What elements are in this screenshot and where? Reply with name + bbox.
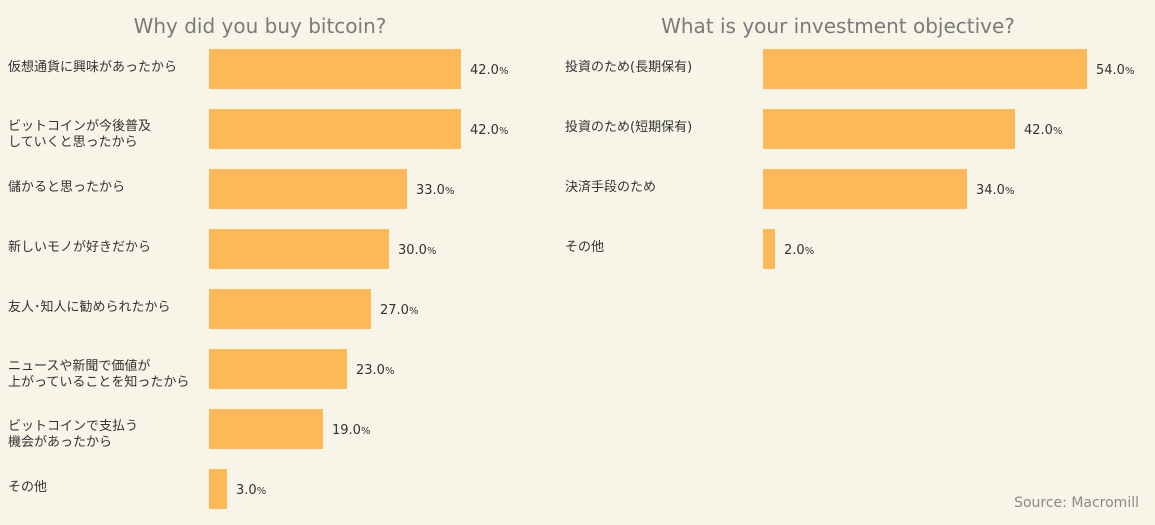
data-label: 19.0% bbox=[332, 423, 371, 438]
data-label: 27.0% bbox=[380, 303, 419, 318]
category-label: 儲かると思ったから bbox=[8, 180, 126, 195]
source-note: Source: Macromill bbox=[1014, 495, 1139, 511]
bar bbox=[209, 469, 227, 509]
bar bbox=[209, 169, 407, 209]
bar bbox=[209, 289, 371, 329]
category-label: 投資のため(短期保有) bbox=[565, 120, 693, 135]
bar bbox=[763, 169, 967, 209]
category-label: 友人･知人に勧められたから bbox=[8, 300, 171, 315]
bar bbox=[209, 109, 461, 149]
category-label: ビットコインで支払う 機会があったから bbox=[8, 419, 139, 450]
data-label: 30.0% bbox=[398, 243, 437, 258]
category-label: その他 bbox=[8, 480, 48, 495]
data-label: 42.0% bbox=[1024, 123, 1063, 138]
bar bbox=[209, 409, 323, 449]
category-label: 新しいモノが好きだから bbox=[8, 240, 152, 255]
chart-title-left: Why did you buy bitcoin? bbox=[133, 14, 387, 38]
data-label: 54.0% bbox=[1096, 63, 1135, 78]
category-label: 決済手段のため bbox=[565, 180, 657, 195]
bar bbox=[763, 49, 1087, 89]
category-label: 投資のため(長期保有) bbox=[565, 60, 693, 75]
category-label: ビットコインが今後普及 していくと思ったから bbox=[8, 119, 152, 150]
category-label: その他 bbox=[565, 240, 605, 255]
data-label: 2.0% bbox=[784, 243, 815, 258]
data-label: 42.0% bbox=[470, 123, 509, 138]
bar bbox=[209, 49, 461, 89]
bar bbox=[209, 229, 389, 269]
data-label: 34.0% bbox=[976, 183, 1015, 198]
bar bbox=[763, 229, 775, 269]
bar bbox=[763, 109, 1015, 149]
chart-title-right: What is your investment objective? bbox=[661, 14, 1015, 38]
category-label: 仮想通貨に興味があったから bbox=[8, 60, 178, 75]
data-label: 42.0% bbox=[470, 63, 509, 78]
category-label: ニュースや新聞で価値が 上がっていることを知ったから bbox=[8, 359, 190, 390]
data-label: 3.0% bbox=[236, 483, 267, 498]
bar bbox=[209, 349, 347, 389]
data-label: 33.0% bbox=[416, 183, 455, 198]
data-label: 23.0% bbox=[356, 363, 395, 378]
